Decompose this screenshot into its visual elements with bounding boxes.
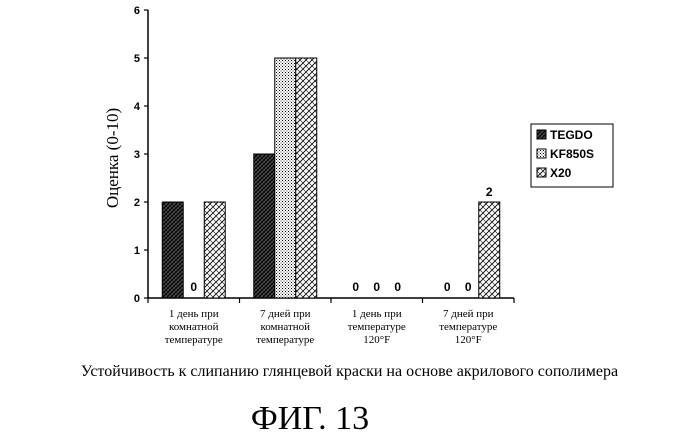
- bars: [162, 58, 500, 298]
- bar-kf850s: [275, 58, 296, 298]
- data-label: 0: [465, 280, 472, 294]
- y-tick-label: 6: [134, 5, 140, 17]
- bar-x20: [296, 58, 317, 298]
- y-tick-label: 4: [134, 101, 141, 113]
- axes: 0 1 2 3 4 5 6: [134, 5, 514, 305]
- data-label: 0: [373, 280, 380, 294]
- bar-x20: [204, 202, 225, 298]
- data-label: 0: [444, 280, 451, 294]
- data-label: 2: [486, 185, 493, 199]
- bar-x20: [479, 202, 500, 298]
- figure-label: ФИГ. 13: [0, 400, 620, 438]
- category-label: 1 день притемпературе120°F: [348, 308, 406, 346]
- data-labels: 0000002: [190, 185, 493, 294]
- category-label: 7 дней притемпературе120°F: [439, 308, 497, 346]
- y-tick-label: 3: [134, 149, 140, 161]
- legend-label: X20: [550, 166, 572, 180]
- category-label: 7 дней прикомнатнойтемпературе: [256, 308, 314, 346]
- legend-swatch: [537, 168, 546, 177]
- bar-tegdo: [254, 154, 275, 298]
- chart: 0123456 0000002 1 день прикомнатнойтемпе…: [0, 0, 699, 360]
- legend-swatch: [537, 130, 546, 139]
- category-label: 1 день прикомнатнойтемпературе: [165, 308, 223, 346]
- category-labels: 1 день прикомнатнойтемпературе 7 дней при…: [165, 308, 498, 346]
- data-label: 0: [352, 280, 359, 294]
- legend-label: KF850S: [550, 147, 594, 161]
- y-tick-label: 2: [134, 197, 140, 209]
- y-axis-label: Оценка (0-10): [103, 108, 122, 208]
- legend-swatch: [537, 149, 546, 158]
- figure-caption: Устойчивость к слипанию глянцевой краски…: [0, 363, 699, 381]
- legend: TEGDO KF850S X20: [531, 124, 613, 187]
- data-label: 0: [394, 280, 401, 294]
- bar-tegdo: [162, 202, 183, 298]
- y-tick-label: 5: [134, 53, 140, 65]
- y-tick-label: 1: [134, 245, 140, 257]
- y-tick-label: 0: [134, 293, 140, 305]
- data-label: 0: [190, 280, 197, 294]
- legend-label: TEGDO: [550, 128, 593, 142]
